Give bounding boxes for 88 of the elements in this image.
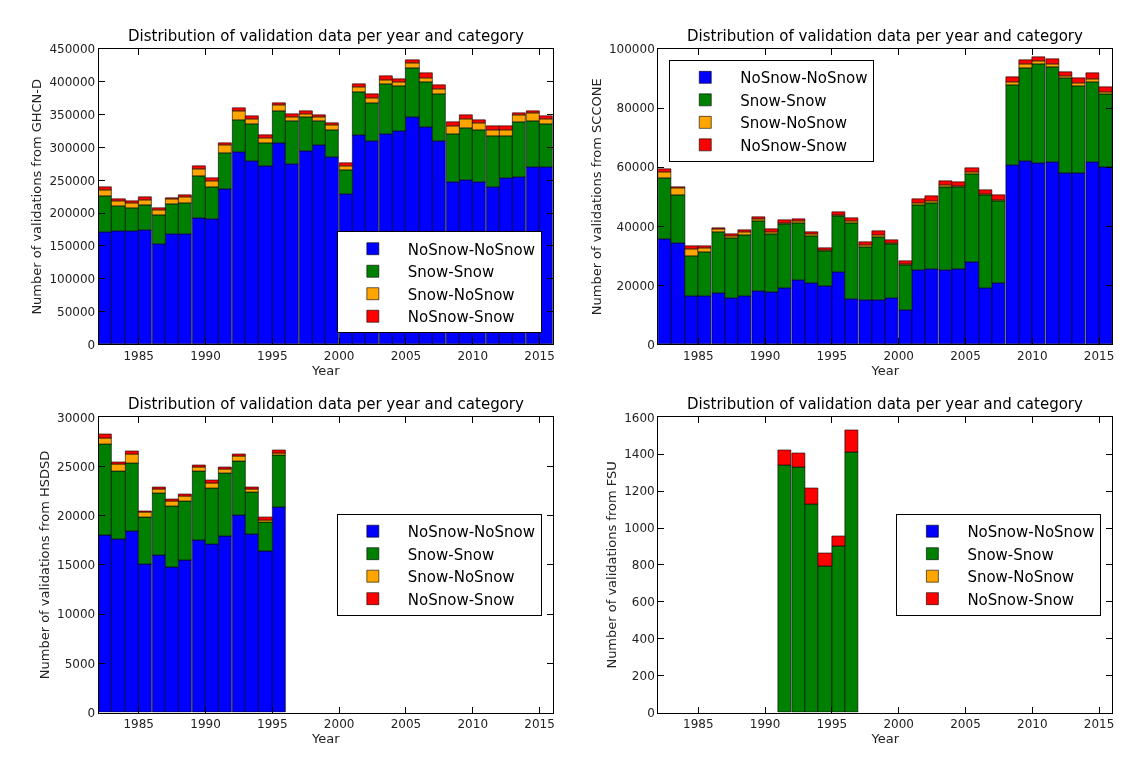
legend-label: Snow-NoSnow bbox=[740, 114, 848, 133]
legend-label: NoSnow-Snow bbox=[407, 308, 515, 327]
x-tick-label: 1990 bbox=[749, 716, 781, 731]
x-tick-label: 2000 bbox=[883, 348, 914, 363]
y-tick-label: 20000 bbox=[57, 508, 96, 523]
x-tick-label: 2000 bbox=[323, 348, 355, 363]
y-tick-label: 0 bbox=[87, 705, 96, 720]
x-tick-label: 1990 bbox=[749, 348, 781, 363]
x-axis-title: Year bbox=[311, 362, 341, 378]
y-axis-title: Number of validations from SCCONE bbox=[588, 78, 604, 316]
legend-label: Snow-Snow bbox=[740, 91, 827, 110]
y-tick-label: 200000 bbox=[49, 206, 96, 221]
y-tick-label: 1200 bbox=[624, 484, 655, 499]
y-axis-title: Number of validations from GHCN-D bbox=[29, 78, 45, 315]
x-tick-label: 2005 bbox=[950, 716, 981, 731]
y-tick-label: 100000 bbox=[49, 271, 96, 286]
x-tick-label: 2005 bbox=[390, 348, 422, 363]
legend-label: Snow-Snow bbox=[407, 545, 495, 564]
legend-label: NoSnow-NoSnow bbox=[407, 523, 535, 542]
y-tick-label: 15000 bbox=[57, 558, 96, 573]
chart-title: Distribution of validation data per year and category bbox=[687, 395, 1083, 413]
y-tick-label: 400000 bbox=[49, 75, 96, 90]
y-tick-label: 50000 bbox=[57, 304, 96, 319]
legend-label: NoSnow-Snow bbox=[967, 590, 1075, 609]
x-tick-label: 2015 bbox=[1083, 348, 1115, 363]
y-tick-label: 100000 bbox=[608, 42, 655, 57]
y-tick-label: 350000 bbox=[49, 107, 96, 122]
x-tick-label: 1985 bbox=[682, 716, 714, 731]
legend-label: Snow-Snow bbox=[407, 263, 495, 282]
x-tick-label: 2010 bbox=[457, 716, 489, 731]
y-tick-label: 0 bbox=[87, 337, 96, 352]
y-tick-label: 10000 bbox=[57, 607, 96, 622]
chart-title: Distribution of validation data per year and category bbox=[128, 27, 524, 45]
y-tick-label: 800 bbox=[631, 558, 655, 573]
y-tick-label: 5000 bbox=[64, 656, 96, 671]
x-tick-label: 2005 bbox=[390, 716, 422, 731]
x-tick-label: 1995 bbox=[257, 348, 288, 363]
legend-label: Snow-Snow bbox=[967, 545, 1054, 564]
x-tick-label: 1985 bbox=[123, 348, 154, 363]
y-tick-label: 20000 bbox=[616, 278, 655, 293]
y-tick-label: 1400 bbox=[624, 447, 655, 462]
y-axis-title: Number of validations from FSU bbox=[604, 461, 620, 669]
chart-title: Distribution of validation data per year and category bbox=[128, 395, 524, 413]
legend-label: NoSnow-NoSnow bbox=[740, 69, 868, 88]
y-tick-label: 250000 bbox=[49, 173, 96, 188]
y-tick-label: 0 bbox=[647, 705, 655, 720]
x-tick-label: 1990 bbox=[190, 348, 221, 363]
legend-label: NoSnow-NoSnow bbox=[407, 240, 535, 259]
x-axis-title: Year bbox=[870, 362, 900, 378]
x-tick-label: 2005 bbox=[950, 348, 981, 363]
chart-title: Distribution of validation data per year and category bbox=[687, 27, 1083, 45]
x-tick-label: 1985 bbox=[682, 348, 714, 363]
y-tick-label: 80000 bbox=[616, 101, 655, 116]
y-tick-label: 1000 bbox=[624, 521, 655, 536]
y-tick-label: 150000 bbox=[49, 239, 96, 254]
x-tick-label: 2000 bbox=[883, 716, 914, 731]
x-tick-label: 2015 bbox=[524, 348, 555, 363]
y-tick-label: 1600 bbox=[624, 410, 655, 425]
legend-label: NoSnow-Snow bbox=[407, 590, 515, 609]
x-tick-label: 1995 bbox=[257, 716, 288, 731]
legend-label: NoSnow-Snow bbox=[740, 136, 848, 155]
y-tick-label: 60000 bbox=[616, 160, 655, 175]
x-tick-label: 2000 bbox=[323, 716, 355, 731]
x-tick-label: 2010 bbox=[1017, 348, 1048, 363]
x-tick-label: 1995 bbox=[816, 348, 848, 363]
x-tick-label: 1985 bbox=[123, 716, 154, 731]
y-tick-label: 400 bbox=[631, 631, 655, 646]
x-tick-label: 2015 bbox=[524, 716, 555, 731]
y-tick-label: 25000 bbox=[57, 459, 96, 474]
y-tick-label: 200 bbox=[631, 668, 655, 683]
y-tick-label: 450000 bbox=[49, 42, 96, 57]
x-axis-title: Year bbox=[870, 730, 900, 746]
y-tick-label: 30000 bbox=[57, 410, 96, 425]
x-tick-label: 1990 bbox=[190, 716, 221, 731]
x-tick-label: 2010 bbox=[1017, 716, 1048, 731]
x-tick-label: 2015 bbox=[1083, 716, 1115, 731]
x-axis-title: Year bbox=[311, 730, 341, 746]
x-tick-label: 2010 bbox=[457, 348, 489, 363]
y-axis-title: Number of validations from HSDSD bbox=[37, 450, 52, 680]
y-tick-label: 600 bbox=[631, 595, 655, 610]
y-tick-label: 0 bbox=[647, 337, 655, 352]
legend-label: Snow-NoSnow bbox=[967, 568, 1075, 587]
legend-label: NoSnow-NoSnow bbox=[967, 523, 1095, 542]
legend-label: Snow-NoSnow bbox=[407, 568, 515, 587]
y-tick-label: 40000 bbox=[616, 219, 655, 234]
legend-label: Snow-NoSnow bbox=[407, 285, 515, 304]
y-tick-label: 300000 bbox=[49, 140, 96, 155]
x-tick-label: 1995 bbox=[816, 716, 848, 731]
